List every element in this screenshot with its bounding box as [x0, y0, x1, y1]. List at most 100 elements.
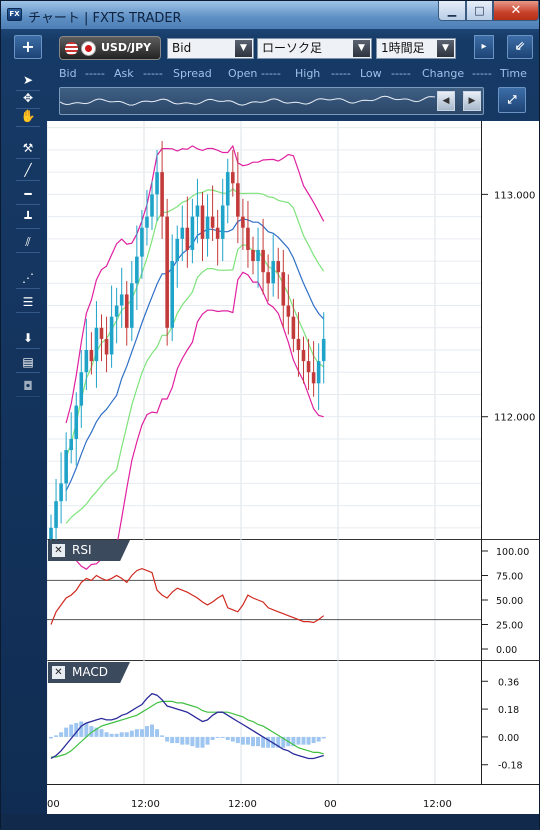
- axis-divider: [482, 539, 540, 540]
- expand-arrows-icon: ⤢: [507, 93, 517, 106]
- price-side-select[interactable]: Bid ▼: [167, 38, 254, 59]
- macd-tick-label: 0.18: [498, 705, 519, 716]
- macd-tick-label: 0.00: [498, 733, 519, 744]
- candle-body: [150, 194, 154, 217]
- fibonacci-retracement-tool[interactable]: ☰: [16, 291, 40, 313]
- macd-histogram-bar: [54, 735, 59, 737]
- zoom-range-button[interactable]: ⤢: [498, 87, 526, 113]
- candle-body: [205, 216, 210, 239]
- pan-tool[interactable]: ✋: [16, 105, 40, 127]
- chart-plot-area[interactable]: [46, 121, 481, 784]
- horizontal-line-tool[interactable]: ━: [16, 183, 40, 205]
- vertical-line-tool[interactable]: ┻: [16, 207, 40, 229]
- crosshair-tool[interactable]: ✥: [16, 87, 40, 109]
- bollinger-upper-1sd: [65, 187, 325, 459]
- candlestick: [271, 234, 275, 297]
- chevron-down-icon: ▼: [235, 40, 252, 57]
- candlestick: [241, 198, 245, 250]
- quote-label: -----: [143, 67, 163, 80]
- macd-histogram-bar: [114, 733, 119, 737]
- price-overview-navigator[interactable]: ◀ ▶: [59, 87, 484, 115]
- candlestick: [79, 350, 84, 428]
- candle-body: [135, 256, 139, 284]
- candle-body: [54, 501, 58, 528]
- maximize-icon: □: [474, 4, 485, 17]
- maximize-button[interactable]: □: [466, 1, 493, 21]
- candlestick: [185, 196, 190, 268]
- trend-line-tool[interactable]: ╱: [16, 159, 40, 181]
- candle-body: [301, 350, 306, 362]
- chart-svg[interactable]: [46, 121, 481, 784]
- candlestick: [119, 267, 124, 328]
- candle-body: [130, 283, 134, 328]
- rsi-tick-label: 0.00: [496, 645, 517, 656]
- macd-histogram-bar: [200, 736, 205, 748]
- chart-type-select[interactable]: ローソク足 ▼: [257, 38, 372, 59]
- symbol-selector[interactable]: USD/JPY: [59, 36, 161, 60]
- horizontal-line-icon: ━: [24, 187, 32, 201]
- navigator-left-button[interactable]: ◀: [437, 91, 455, 111]
- macd-histogram-bar: [276, 736, 281, 748]
- close-button[interactable]: ✕: [493, 1, 539, 21]
- candle-body: [104, 338, 109, 355]
- macd-histogram-bar: [160, 735, 165, 737]
- macd-close-button[interactable]: ✕: [52, 666, 65, 679]
- candlestick: [316, 343, 321, 411]
- candle-body: [64, 450, 68, 484]
- parallel-lines-icon: ⫽: [25, 235, 31, 249]
- macd-histogram-bar: [119, 732, 124, 737]
- macd-histogram-bar: [190, 736, 195, 747]
- macd-panel-header: ✕ MACD: [48, 662, 130, 683]
- candle-body: [220, 205, 225, 239]
- candlestick: [220, 178, 225, 262]
- navigator-right-button[interactable]: ▶: [463, 91, 481, 111]
- quote-label: Change: [422, 67, 465, 80]
- macd-histogram-bar: [185, 736, 190, 745]
- undock-button[interactable]: ⇙: [507, 35, 533, 59]
- macd-histogram-bar: [261, 736, 266, 748]
- candlestick: [301, 336, 306, 384]
- candlestick: [89, 332, 94, 375]
- quote-label: -----: [85, 67, 105, 80]
- erase-tool[interactable]: ⚒: [16, 137, 40, 159]
- data-list-button[interactable]: ▤: [16, 351, 40, 373]
- macd-histogram-bar: [49, 736, 53, 739]
- macd-histogram-bar: [129, 730, 134, 737]
- quote-label: Ask: [114, 67, 134, 80]
- candlestick: [321, 312, 326, 384]
- add-chart-button[interactable]: +: [14, 35, 42, 59]
- macd-histogram-bar: [84, 723, 89, 737]
- pointer-tool[interactable]: ➤: [16, 69, 40, 91]
- channel-tool[interactable]: ⫽: [16, 231, 40, 253]
- candle-body: [316, 361, 321, 384]
- candle-body: [306, 361, 311, 373]
- moving-average-line: [65, 218, 325, 491]
- candle-body: [185, 227, 190, 250]
- macd-histogram-bar: [150, 724, 154, 737]
- macd-signal-line: [51, 700, 324, 758]
- macd-histogram-bar: [316, 736, 321, 742]
- close-icon: ✕: [54, 667, 63, 678]
- candle-body: [114, 305, 119, 317]
- bollinger-upper-2sd: [65, 144, 325, 424]
- rsi-close-button[interactable]: ✕: [52, 544, 65, 557]
- candle-body: [160, 172, 164, 217]
- fibonacci-fan-tool[interactable]: ⋰: [16, 267, 40, 289]
- macd-histogram-bar: [301, 736, 306, 745]
- macd-histogram-bar: [225, 736, 230, 740]
- candle-body: [140, 227, 144, 257]
- hand-icon: ✋: [20, 109, 36, 123]
- candlestick: [311, 341, 316, 397]
- macd-histogram-bar: [251, 736, 255, 747]
- screenshot-button[interactable]: ◘: [16, 375, 40, 397]
- minimize-button[interactable]: ▁: [438, 1, 466, 21]
- price-axis-svg: 113.000 112.000 100.00 75.00 50.00 25.00 0.00 0…: [482, 190, 540, 772]
- period-select[interactable]: 1時間足 ▼: [376, 38, 456, 59]
- candle-body: [124, 294, 129, 328]
- candlestick: [170, 234, 174, 342]
- macd-histogram-bar: [306, 736, 311, 745]
- toolbar-scroll-button[interactable]: ▸: [474, 35, 494, 59]
- download-button[interactable]: ⬇: [16, 327, 40, 349]
- candlestick: [225, 158, 230, 224]
